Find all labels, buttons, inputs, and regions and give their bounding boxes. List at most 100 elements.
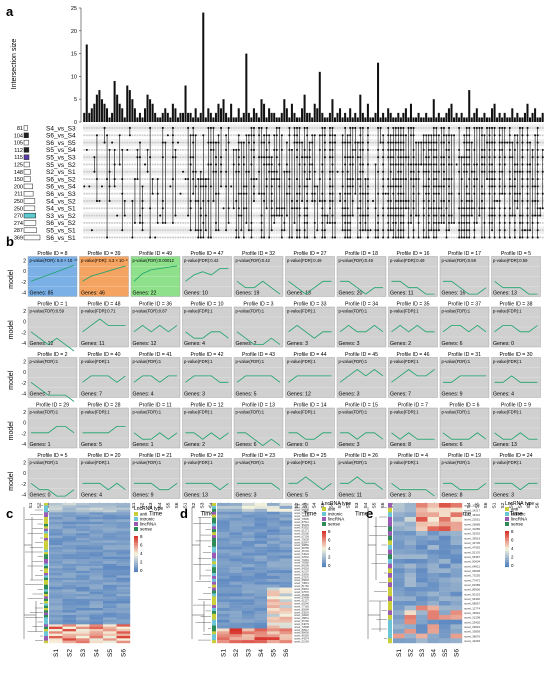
matrix-dot bbox=[252, 214, 256, 217]
heatmap-cell bbox=[254, 555, 268, 559]
heatmap-cell bbox=[62, 552, 77, 555]
matrix-dot bbox=[156, 141, 159, 144]
matrix-dot bbox=[326, 178, 329, 181]
matrix-dot bbox=[179, 126, 182, 130]
heatmap-cell bbox=[49, 554, 63, 557]
dendrogram bbox=[191, 507, 205, 639]
panel-label-e: e bbox=[366, 506, 373, 521]
legend-swatch bbox=[322, 517, 326, 521]
matrix-dot bbox=[118, 207, 121, 210]
matrix-dot bbox=[179, 141, 182, 144]
heatmap-cell bbox=[62, 512, 77, 515]
matrix-dot bbox=[240, 236, 243, 239]
matrix-dot bbox=[219, 214, 223, 217]
matrix-dot bbox=[531, 134, 534, 137]
heatmap-cell bbox=[217, 558, 230, 562]
profile-genes: Genes: 20 bbox=[339, 291, 363, 297]
matrix-dot bbox=[501, 214, 504, 217]
lncrna-type-cell bbox=[44, 640, 48, 644]
heatmap-cell bbox=[76, 566, 90, 569]
intersection-bar bbox=[123, 117, 126, 122]
heatmap-cell bbox=[89, 561, 104, 564]
matrix-dot bbox=[478, 236, 481, 239]
heatmap-cell bbox=[103, 615, 117, 618]
matrix-dot bbox=[470, 134, 473, 137]
profile-line bbox=[339, 324, 384, 333]
heatmap-cell bbox=[267, 616, 280, 620]
heatmap-cell bbox=[76, 542, 90, 546]
matrix-dot bbox=[356, 134, 359, 137]
heatmap-cell bbox=[49, 559, 63, 562]
lncrna-type-cell bbox=[388, 559, 392, 564]
heatmap-cell bbox=[267, 619, 280, 623]
set-size-label: 270 bbox=[14, 214, 23, 220]
lncrna-type-cell bbox=[212, 535, 216, 539]
intersection-bar bbox=[485, 117, 488, 122]
heatmap-cell bbox=[116, 517, 131, 520]
heatmap-cell bbox=[62, 624, 77, 627]
matrix-dot bbox=[371, 221, 375, 224]
lncrna-type-cell bbox=[44, 601, 48, 604]
matrix-dot bbox=[230, 236, 233, 239]
heatmap-cell bbox=[267, 564, 280, 568]
heatmap-cell bbox=[103, 603, 117, 606]
heatmap-cell bbox=[103, 568, 117, 571]
heatmap-cell bbox=[89, 540, 104, 543]
heatmap-cell bbox=[103, 638, 117, 641]
heatmap-cell bbox=[89, 545, 104, 548]
profile-pvalue: p-value(FDR):0.71 bbox=[81, 309, 116, 314]
heatmap-cell bbox=[242, 587, 255, 591]
matrix-dot bbox=[88, 207, 91, 210]
matrix-dot bbox=[179, 156, 182, 159]
lncrna-type-cell bbox=[212, 587, 216, 591]
lncrna-type-cell bbox=[44, 598, 48, 602]
legend-title: LncRNA type bbox=[322, 501, 351, 507]
matrix-dot bbox=[108, 134, 111, 137]
matrix-dot bbox=[184, 141, 187, 144]
matrix-dot bbox=[496, 134, 499, 137]
heatmap-cell bbox=[427, 633, 440, 639]
color-scale-step bbox=[505, 534, 509, 537]
matrix-dot bbox=[126, 163, 129, 166]
heatmap-cell bbox=[62, 568, 77, 571]
heatmap-cell bbox=[254, 567, 268, 571]
heatmap-cell bbox=[62, 570, 77, 574]
heatmap-cell bbox=[393, 554, 405, 560]
matrix-dot bbox=[98, 148, 101, 151]
matrix-dot bbox=[121, 126, 124, 130]
profile-line bbox=[82, 375, 126, 383]
matrix-dot bbox=[371, 148, 375, 151]
color-scale-step bbox=[505, 550, 509, 553]
heatmap-x-label: S1 bbox=[396, 649, 403, 657]
matrix-dot bbox=[181, 134, 185, 137]
matrix-dot bbox=[154, 170, 157, 173]
matrix-dot bbox=[311, 126, 314, 130]
matrix-dot bbox=[371, 156, 375, 159]
matrix-row-band bbox=[83, 168, 544, 176]
heatmap-cell bbox=[450, 559, 463, 564]
matrix-dot bbox=[470, 221, 473, 224]
profile-line bbox=[133, 265, 178, 282]
profile-title: Profile ID = 30 bbox=[499, 352, 532, 358]
heatmap-cell bbox=[393, 563, 405, 569]
set-size-bar bbox=[23, 132, 29, 138]
heatmap-cell bbox=[439, 591, 451, 597]
heatmap-cell bbox=[416, 582, 428, 588]
heatmap-cell bbox=[416, 638, 428, 644]
set-size-bar bbox=[23, 212, 36, 219]
heatmap-row-label: novel_18434 bbox=[464, 513, 480, 517]
matrix-dot bbox=[154, 134, 157, 137]
legend-swatch bbox=[134, 512, 138, 516]
heatmap-cell bbox=[62, 596, 77, 599]
profile-pvalue: p-value(FDR):1 bbox=[236, 359, 265, 364]
matrix-dot bbox=[154, 178, 157, 181]
matrix-dot bbox=[146, 229, 149, 232]
heatmap-cell bbox=[116, 622, 131, 625]
matrix-dot bbox=[181, 156, 185, 159]
heatmap-cell bbox=[217, 514, 230, 518]
profile-genes: Genes: 9 bbox=[133, 493, 154, 499]
heatmap-row-label: novel_38076 bbox=[464, 634, 480, 638]
lncrna-type-cell bbox=[212, 628, 216, 632]
heatmap-cell bbox=[49, 552, 63, 555]
